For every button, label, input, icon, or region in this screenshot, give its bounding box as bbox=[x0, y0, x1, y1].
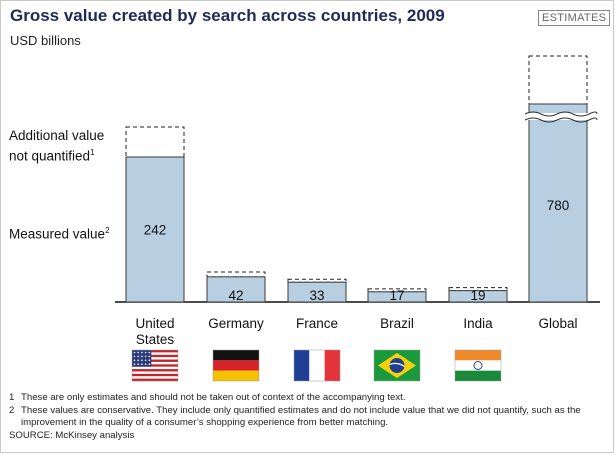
legend-measured-label: Measured value bbox=[9, 226, 106, 242]
germany-flag-black bbox=[213, 350, 259, 361]
india-flag-saffron bbox=[455, 350, 501, 361]
bar-brazil bbox=[367, 291, 427, 303]
footnote-2-text: These values are conservative. They incl… bbox=[21, 404, 581, 429]
legend-additional-line2: not quantified bbox=[9, 148, 91, 164]
footnote-ref-1: 1 bbox=[90, 148, 95, 157]
us-flag-star bbox=[133, 363, 136, 366]
us-flag-stripe bbox=[132, 352, 178, 355]
value-label-united-states: 242 bbox=[144, 223, 167, 238]
category-label-brazil: Brazil bbox=[380, 316, 414, 331]
us-flag-star bbox=[144, 359, 147, 362]
brazil-flag-icon bbox=[373, 349, 421, 382]
germany-flag-icon bbox=[212, 349, 260, 382]
us-flag-canton bbox=[132, 350, 152, 367]
source-note: SOURCE: McKinsey analysis bbox=[9, 429, 135, 441]
us-flag-star bbox=[141, 351, 143, 354]
france-flag-white bbox=[309, 350, 325, 381]
value-label-france: 33 bbox=[309, 288, 324, 303]
us-flag-stripe bbox=[132, 366, 178, 370]
chart-title: Gross value created by search across cou… bbox=[10, 6, 445, 25]
legend-measured-value: Measured value2 bbox=[9, 222, 110, 243]
bar-france bbox=[287, 281, 347, 303]
us-flag-star bbox=[144, 363, 147, 366]
us-flag-stripe bbox=[132, 361, 178, 365]
us-flag-stripe bbox=[132, 357, 178, 360]
us-flag-star bbox=[148, 355, 151, 358]
us-flag-star bbox=[144, 355, 147, 358]
india-flag-green bbox=[455, 370, 501, 381]
value-label-germany: 42 bbox=[228, 288, 243, 303]
footnote-1-number: 1 bbox=[9, 392, 15, 403]
additional-value-box-brazil bbox=[367, 288, 427, 293]
bar-united-states bbox=[125, 156, 185, 303]
category-label-india: India bbox=[463, 316, 493, 331]
additional-value-box-germany bbox=[206, 271, 266, 278]
bar-germany bbox=[206, 276, 266, 303]
germany-flag-gold bbox=[213, 370, 259, 381]
india-flag-white bbox=[455, 360, 501, 371]
category-label-united-states: States bbox=[136, 332, 175, 347]
axis-break-mark-top bbox=[524, 111, 598, 117]
value-label-global: 780 bbox=[547, 198, 570, 213]
france-flag-red bbox=[324, 350, 340, 381]
footnote-1: 1 These are only estimates and should no… bbox=[9, 392, 609, 405]
additional-value-box-global bbox=[528, 55, 588, 105]
category-label-germany: Germany bbox=[208, 316, 264, 331]
axis-break-gap bbox=[527, 113, 589, 120]
us-flag-star bbox=[141, 363, 143, 366]
us-flag-stripe bbox=[132, 359, 178, 363]
us-flag-star bbox=[144, 351, 147, 354]
us-flag-stripe bbox=[132, 350, 178, 353]
footnote-ref-2: 2 bbox=[105, 226, 110, 235]
us-flag-star bbox=[148, 359, 151, 362]
category-label-united-states: United bbox=[135, 316, 174, 331]
footnotes: 1 These are only estimates and should no… bbox=[9, 392, 609, 442]
us-flag-star bbox=[137, 363, 139, 366]
additional-value-box-india bbox=[448, 287, 508, 292]
additional-value-box-united-states bbox=[125, 126, 185, 158]
us-flag-star bbox=[141, 359, 143, 362]
us-flag-stripe bbox=[132, 364, 178, 367]
footnote-2-number: 2 bbox=[9, 404, 15, 416]
india-flag-icon bbox=[454, 349, 502, 382]
legend-additional-value: Additional value not quantified1 bbox=[9, 127, 104, 165]
brazil-flag-band bbox=[389, 362, 405, 368]
value-label-india: 19 bbox=[470, 288, 485, 303]
us-flag-star bbox=[133, 355, 136, 358]
us-flag-star bbox=[137, 359, 139, 362]
us-flag-stripe bbox=[132, 376, 178, 379]
additional-value-box-france bbox=[287, 278, 347, 283]
india-flag-chakra bbox=[473, 361, 483, 370]
unit-label: USD billions bbox=[10, 33, 81, 48]
germany-flag-red bbox=[213, 360, 259, 371]
category-label-global: Global bbox=[538, 316, 577, 331]
us-flag-star bbox=[137, 351, 139, 354]
legend-additional-line1: Additional value bbox=[9, 128, 105, 143]
us-flag-icon bbox=[131, 349, 179, 382]
us-flag-star bbox=[137, 355, 139, 358]
footnote-2: 2 These values are conservative. They in… bbox=[9, 405, 609, 430]
us-flag-stripe bbox=[132, 354, 178, 358]
us-flag-stripe bbox=[132, 373, 178, 377]
bar-india bbox=[448, 290, 508, 303]
bar-global bbox=[528, 103, 588, 303]
footnote-1-text: These are only estimates and should not … bbox=[21, 392, 406, 403]
brazil-flag-globe bbox=[389, 358, 405, 373]
us-flag-star bbox=[148, 351, 151, 354]
us-flag-star bbox=[133, 359, 136, 362]
france-flag-blue bbox=[294, 350, 310, 381]
france-flag-icon bbox=[293, 349, 341, 382]
us-flag-stripe bbox=[132, 369, 178, 372]
estimates-badge: ESTIMATES bbox=[538, 10, 611, 26]
us-flag-star bbox=[148, 363, 151, 366]
category-label-france: France bbox=[296, 316, 338, 331]
us-flag-star bbox=[141, 355, 143, 358]
value-label-brazil: 17 bbox=[389, 288, 404, 303]
us-flag-star bbox=[133, 351, 136, 354]
axis-break-mark-bottom bbox=[524, 117, 598, 123]
us-flag-stripe bbox=[132, 378, 178, 382]
us-flag-stripe bbox=[132, 371, 178, 375]
